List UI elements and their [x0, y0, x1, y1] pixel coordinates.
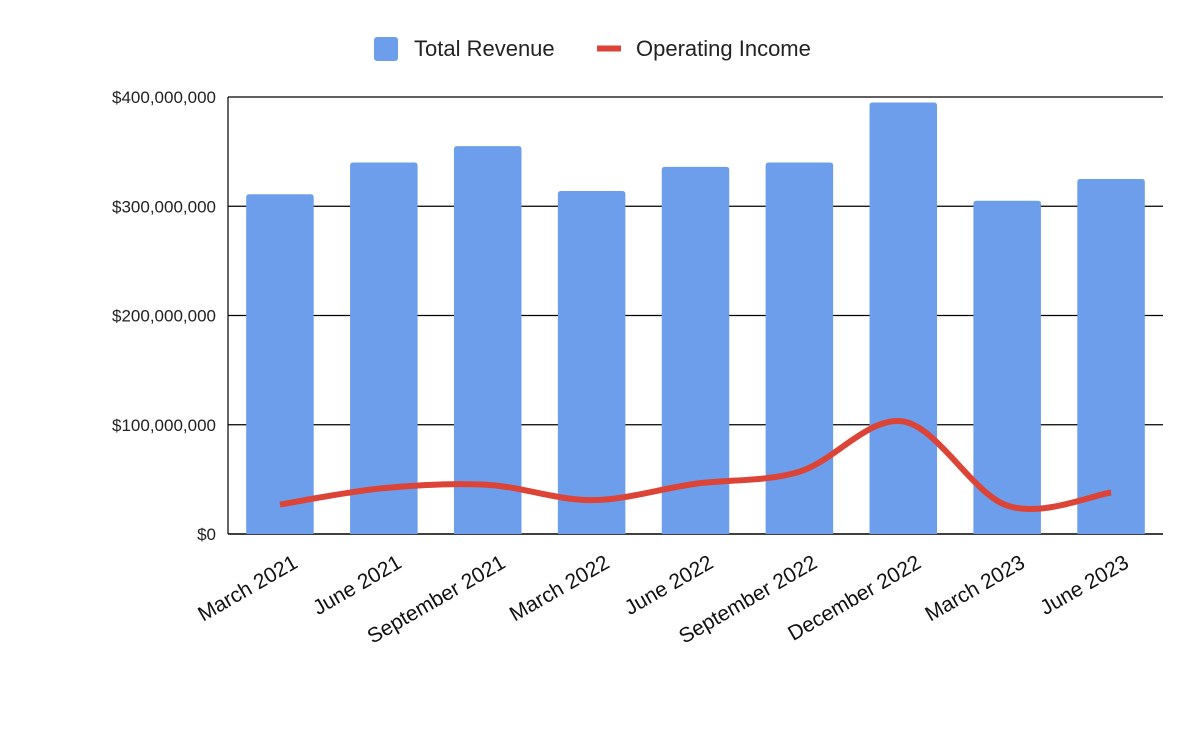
x-tick-label: June 2022	[621, 551, 717, 620]
bar-total-revenue	[453, 146, 522, 534]
y-tick-label: $300,000,000	[112, 197, 216, 216]
y-tick-label: $100,000,000	[112, 416, 216, 435]
legend-label-total-revenue: Total Revenue	[414, 36, 555, 61]
x-tick-label: June 2021	[309, 551, 405, 620]
y-axis-tick-labels: $0 $100,000,000 $200,000,000 $300,000,000 $4…	[112, 88, 216, 544]
line-series-operating-income	[279, 418, 1112, 512]
x-tick-label: June 2023	[1036, 551, 1132, 620]
bar-total-revenue	[246, 194, 314, 535]
legend-label-operating-income: Operating Income	[636, 36, 811, 61]
chart-legend: Total Revenue Operating Income	[374, 36, 811, 61]
y-tick-label: $0	[197, 525, 216, 544]
bar-total-revenue	[350, 162, 418, 535]
bar-total-revenue	[557, 190, 626, 534]
line-operating-income	[279, 418, 1112, 512]
legend-swatch-total-revenue	[374, 37, 398, 61]
bar-total-revenue	[661, 166, 730, 535]
bar-total-revenue	[1077, 178, 1145, 534]
bar-total-revenue	[765, 162, 834, 535]
x-tick-label: March 2023	[921, 551, 1029, 626]
bar-total-revenue	[869, 102, 938, 535]
y-tick-label: $200,000,000	[112, 307, 216, 326]
bar-total-revenue	[973, 200, 1041, 534]
x-tick-label: March 2021	[194, 551, 302, 626]
x-tick-label: March 2022	[506, 551, 614, 626]
y-tick-label: $400,000,000	[112, 88, 216, 107]
bar-series-total-revenue	[246, 102, 1145, 535]
